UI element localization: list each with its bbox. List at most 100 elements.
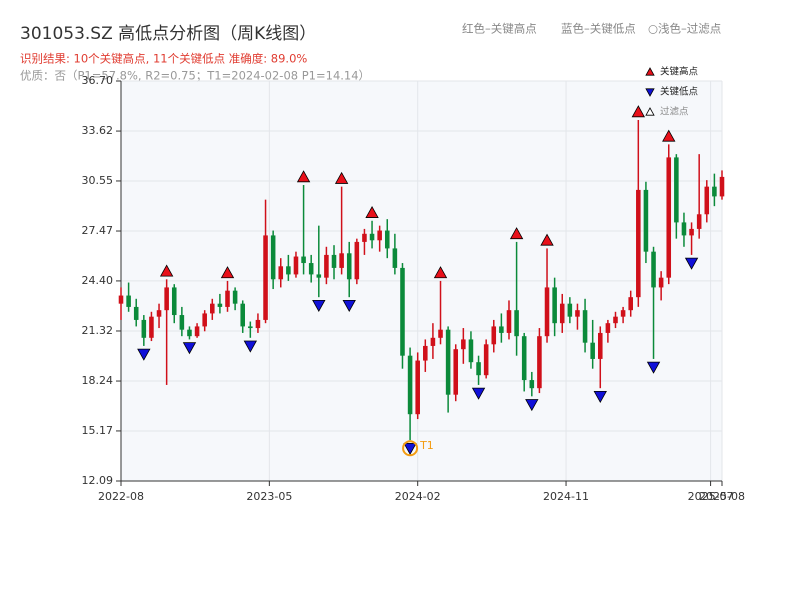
candle-body [521, 336, 527, 381]
candle-body [324, 254, 329, 278]
candle-body [674, 157, 679, 223]
candle-body [415, 360, 420, 415]
candle-body [575, 310, 580, 317]
candle-body [339, 253, 344, 268]
note: 蓝色–关键低点 [561, 22, 636, 36]
marker-high [365, 205, 379, 218]
candle-body [582, 310, 588, 343]
marker-high [159, 264, 174, 277]
chart-title: 301053.SZ 高低点分析图（周K线图） [20, 24, 316, 44]
y-tick-label: 21.32 [82, 324, 114, 337]
y-tick-label: 15.17 [82, 424, 114, 437]
candle-body [171, 287, 177, 316]
candle-body [217, 303, 223, 307]
y-tick-label: 18.24 [82, 374, 114, 387]
legend-symbol [645, 88, 655, 97]
candle-body [476, 362, 481, 376]
candle-body [263, 235, 268, 320]
candle-body [286, 266, 291, 275]
legend-label: 关键低点 [660, 86, 699, 98]
candle-body [483, 344, 489, 376]
annotation-label: T1 [419, 439, 434, 452]
candle-body [210, 303, 215, 314]
candle-body [529, 380, 535, 389]
marker-high [509, 227, 524, 240]
candle-body [597, 332, 603, 359]
marker-low [312, 299, 326, 312]
marker-high [220, 266, 235, 279]
y-tick-label: 27.47 [82, 224, 114, 237]
legend-symbol [645, 67, 655, 76]
y-tick-label: 24.40 [82, 274, 114, 287]
candle-body [369, 233, 375, 241]
candle-body [316, 274, 322, 278]
candle-body [499, 326, 504, 333]
y-tick-label: 30.55 [82, 174, 114, 187]
candle-body [202, 313, 207, 327]
candle-body [651, 251, 656, 288]
candle-body [331, 254, 337, 268]
candle-body [430, 337, 436, 346]
marker-high [540, 233, 554, 246]
candle-body [506, 310, 512, 333]
candle-body [423, 345, 428, 361]
candle-body [636, 189, 641, 298]
candle-body [514, 310, 519, 337]
marker-low [403, 443, 417, 456]
marker-low [182, 342, 197, 355]
x-tick-label: 2023-05 [246, 490, 292, 503]
marker-high [296, 170, 311, 183]
x-tick-label: 2025-08 [699, 490, 745, 503]
candle-body [141, 319, 147, 338]
candle-body [453, 349, 459, 395]
candle-body [689, 228, 694, 236]
y-tick-label: 33.62 [82, 124, 114, 137]
candle-body [491, 326, 497, 345]
candle-body [712, 186, 717, 197]
candle-body [354, 241, 360, 280]
candle-body [362, 233, 367, 242]
legend-symbol [645, 107, 655, 116]
candle-body [407, 355, 413, 415]
candle-body [620, 310, 626, 317]
candle-body [232, 290, 238, 304]
candle-body [438, 329, 443, 338]
candle-body [187, 329, 192, 337]
marker-high [631, 105, 645, 118]
y-tick-label: 12.09 [82, 474, 114, 487]
candle-body [255, 319, 261, 329]
candle-body [301, 256, 306, 264]
candle-body [696, 214, 702, 229]
candle-body [346, 253, 352, 280]
candle-body [308, 263, 314, 275]
marker-high [433, 266, 448, 279]
legend-label: 过滤点 [660, 106, 689, 118]
candle-body [666, 157, 672, 278]
candle-body [681, 222, 687, 236]
candle-body [270, 235, 276, 280]
note: 红色–关键高点 [462, 22, 537, 36]
note: ○浅色–过滤点 [648, 22, 721, 36]
candle-body [704, 186, 710, 215]
candle-body [719, 176, 725, 197]
candle-body [461, 339, 466, 350]
candle-body [445, 329, 451, 395]
marker-high [334, 171, 349, 184]
marker-low [593, 390, 607, 404]
candle-body [544, 287, 550, 337]
candle-body [392, 248, 398, 268]
candle-body [248, 326, 253, 329]
marker-high [662, 129, 676, 142]
candle-body [194, 326, 200, 337]
candle-body [552, 287, 557, 324]
marker-low [471, 387, 486, 400]
candle-body [559, 303, 565, 324]
candle-body [118, 295, 124, 304]
candle-body [278, 266, 284, 280]
x-tick-label: 2024-02 [395, 490, 441, 503]
chart-subtitle: 识别结果: 10个关键高点, 11个关键低点 准确度: 89.0% [20, 52, 307, 66]
marker-low [243, 340, 258, 353]
candle-body [643, 189, 649, 252]
marker-low [137, 348, 151, 361]
annotation-ring [402, 440, 419, 457]
